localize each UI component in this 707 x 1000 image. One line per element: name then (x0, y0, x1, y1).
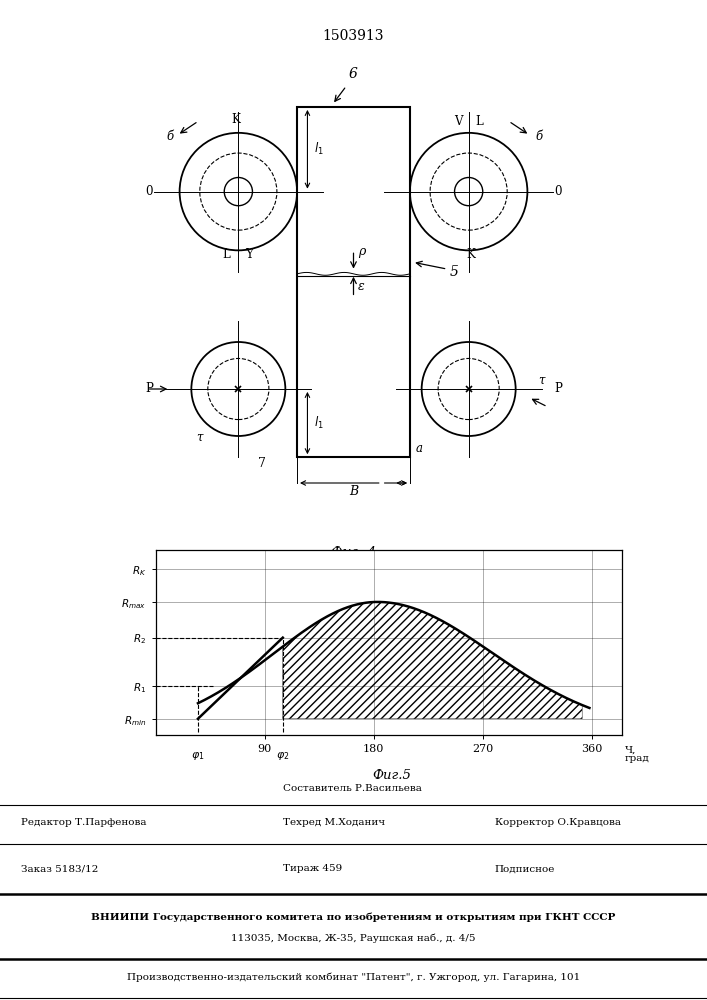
Text: Фиг.5: Фиг.5 (373, 769, 411, 782)
Text: 113035, Москва, Ж-35, Раушская наб., д. 4/5: 113035, Москва, Ж-35, Раушская наб., д. … (231, 933, 476, 943)
Text: τ: τ (538, 373, 545, 386)
Text: град: град (624, 754, 649, 763)
Text: ε: ε (358, 280, 365, 293)
Text: Редактор Т.Парфенова: Редактор Т.Парфенова (21, 818, 147, 827)
Text: τ: τ (197, 431, 203, 444)
Text: 7: 7 (258, 457, 266, 470)
Text: Ч,: Ч, (624, 746, 636, 755)
Text: б: б (536, 130, 543, 143)
Text: L: L (223, 248, 230, 261)
Text: 0: 0 (146, 185, 153, 198)
Text: Подписное: Подписное (495, 864, 555, 873)
Text: L: L (475, 115, 483, 128)
Text: $\varphi_2$: $\varphi_2$ (276, 750, 290, 762)
Text: Тираж 459: Тираж 459 (283, 864, 342, 873)
Text: Заказ 5183/12: Заказ 5183/12 (21, 864, 98, 873)
Text: P: P (145, 382, 153, 395)
Text: $\varphi_1$: $\varphi_1$ (191, 750, 205, 762)
Text: K: K (467, 248, 475, 261)
Text: 6: 6 (349, 67, 358, 81)
Text: Фиг. 4: Фиг. 4 (331, 546, 376, 560)
Text: V: V (454, 115, 462, 128)
Text: Корректор О.Кравцова: Корректор О.Кравцова (495, 818, 621, 827)
Text: $l_1$: $l_1$ (315, 415, 325, 431)
Text: Производственно-издательский комбинат "Патент", г. Ужгород, ул. Гагарина, 101: Производственно-издательский комбинат "П… (127, 972, 580, 982)
Text: B: B (349, 485, 358, 498)
Text: Y: Y (245, 248, 252, 261)
Text: 1503913: 1503913 (323, 29, 384, 43)
Text: ВНИИПИ Государственного комитета по изобретениям и открытиям при ГКНТ СССР: ВНИИПИ Государственного комитета по изоб… (91, 912, 616, 922)
Text: a: a (416, 442, 423, 455)
Text: 5: 5 (450, 264, 459, 278)
Text: Составитель Р.Васильева: Составитель Р.Васильева (283, 784, 421, 793)
Text: Техред М.Ходанич: Техред М.Ходанич (283, 818, 385, 827)
Bar (297, 107, 410, 457)
Text: ρ: ρ (358, 245, 366, 258)
Text: $l_1$: $l_1$ (315, 141, 325, 157)
Text: 0: 0 (554, 185, 561, 198)
Text: K: K (232, 113, 240, 126)
Text: б: б (167, 130, 174, 143)
Text: P: P (554, 382, 562, 395)
